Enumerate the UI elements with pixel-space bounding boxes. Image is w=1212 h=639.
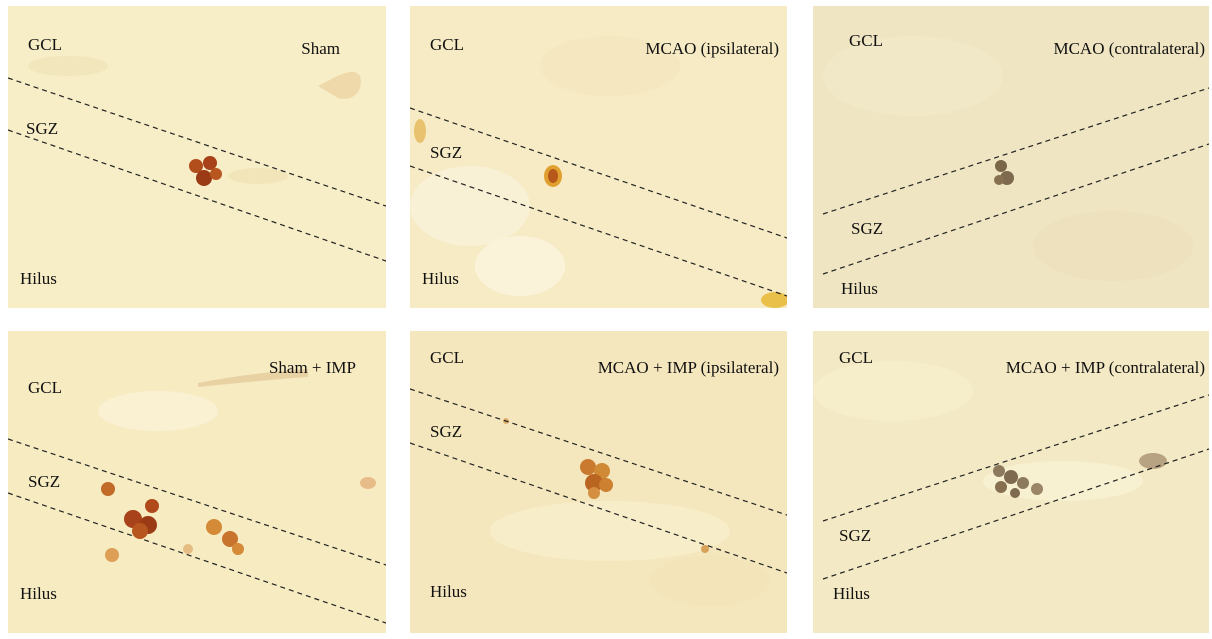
sgz-lower-boundary	[822, 143, 1209, 275]
sgz-upper-boundary	[822, 87, 1209, 215]
gcl-label: GCL	[430, 35, 464, 54]
sgz-label: SGZ	[28, 472, 61, 491]
sgz-label: SGZ	[839, 526, 872, 545]
brdu-positive-cells	[580, 459, 613, 499]
sgz-upper-boundary	[822, 394, 1209, 522]
condition-title: MCAO (contralateral)	[1053, 39, 1205, 58]
micrograph-mcao-imp-contralateral: GCL MCAO + IMP (contralateral) SGZ Hilus	[813, 331, 1209, 633]
condition-title: MCAO + IMP (contralateral)	[1005, 358, 1205, 377]
condition-title: Sham	[301, 39, 340, 58]
sgz-lower-boundary	[822, 448, 1209, 580]
gcl-label: GCL	[28, 378, 62, 397]
sgz-label: SGZ	[430, 143, 463, 162]
hilus-label: Hilus	[422, 269, 459, 288]
hilus-label: Hilus	[833, 584, 870, 603]
sgz-upper-boundary	[410, 107, 787, 239]
hilus-label: Hilus	[430, 582, 467, 601]
sgz-lower-boundary	[410, 442, 787, 574]
tissue-image	[410, 6, 787, 308]
sgz-lower-boundary	[8, 492, 386, 624]
micrograph-mcao-ipsilateral: GCL MCAO (ipsilateral) SGZ Hilus	[410, 6, 787, 308]
condition-title: Sham + IMP	[268, 358, 356, 377]
condition-title: MCAO (ipsilateral)	[645, 39, 779, 58]
gcl-label: GCL	[430, 348, 464, 367]
micrograph-sham-imp: GCL Sham + IMP SGZ Hilus	[8, 331, 386, 633]
hilus-label: Hilus	[20, 269, 57, 288]
gcl-label: GCL	[849, 31, 883, 50]
micrograph-mcao-contralateral: GCL MCAO (contralateral) SGZ Hilus	[813, 6, 1209, 308]
tissue-image	[410, 331, 787, 633]
sgz-label: SGZ	[26, 119, 59, 138]
sgz-upper-boundary	[410, 388, 787, 516]
gcl-label: GCL	[839, 348, 873, 367]
tissue-image	[813, 6, 1209, 308]
condition-title: MCAO + IMP (ipsilateral)	[597, 358, 779, 377]
sgz-lower-boundary	[8, 129, 386, 262]
faint-stained-cells	[993, 465, 1043, 498]
sgz-upper-boundary	[8, 438, 386, 566]
hilus-label: Hilus	[20, 584, 57, 603]
brdu-positive-cells	[544, 165, 562, 187]
sgz-label: SGZ	[430, 422, 463, 441]
micrograph-sham: GCL Sham SGZ Hilus	[8, 6, 386, 308]
tissue-image	[8, 6, 386, 308]
brdu-positive-cells	[101, 482, 244, 562]
sgz-lower-boundary	[410, 165, 787, 297]
faint-stained-cells	[994, 160, 1014, 185]
gcl-label: GCL	[28, 35, 62, 54]
brdu-positive-cells	[189, 156, 222, 186]
sgz-upper-boundary	[8, 77, 386, 207]
micrograph-mcao-imp-ipsilateral: GCL MCAO + IMP (ipsilateral) SGZ Hilus	[410, 331, 787, 633]
sgz-label: SGZ	[851, 219, 884, 238]
tissue-image	[813, 331, 1209, 633]
hilus-label: Hilus	[841, 279, 878, 298]
tissue-image	[8, 331, 386, 633]
